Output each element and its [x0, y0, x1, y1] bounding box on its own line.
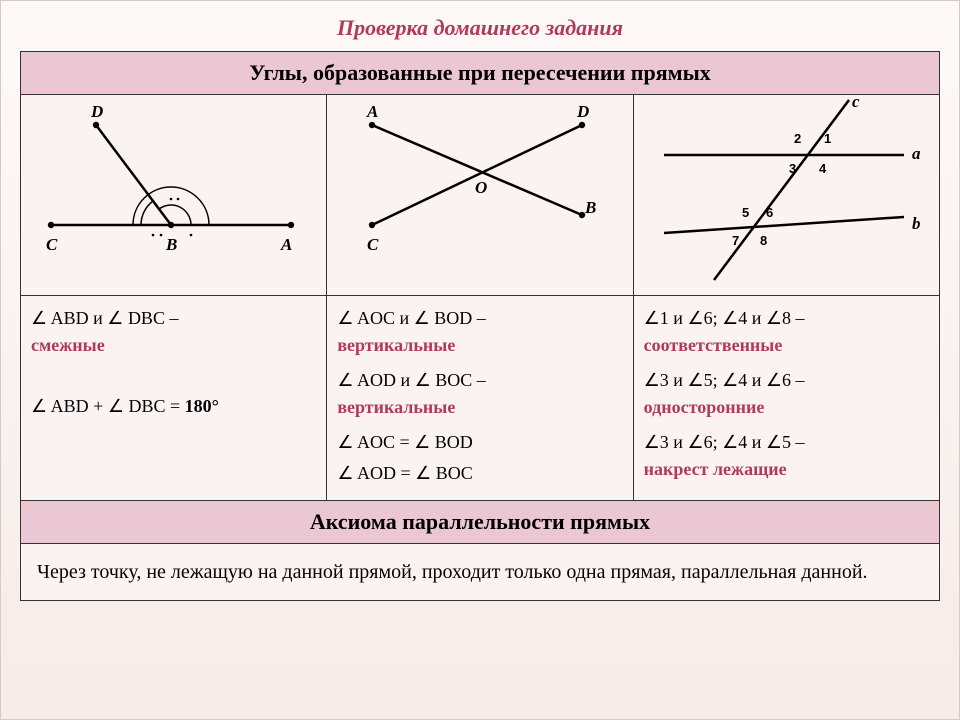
angle-icon [415, 370, 431, 390]
svg-text:D: D [576, 102, 589, 121]
angles-section-header: Углы, образованные при пересечении прямы… [21, 52, 940, 95]
angle-icon [722, 370, 738, 390]
svg-text:C: C [46, 235, 58, 254]
angle-icon [415, 463, 431, 483]
svg-text:D: D [90, 102, 103, 121]
svg-text:4: 4 [819, 161, 827, 176]
angle-icon [107, 308, 123, 328]
svg-text:B: B [584, 198, 596, 217]
angle-icon [337, 463, 353, 483]
diagram-cell-transversal: a b c 1 2 3 4 5 6 7 8 [633, 95, 939, 296]
diagram-cell-vertical: A D C B O [327, 95, 633, 296]
svg-text:5: 5 [742, 205, 749, 220]
svg-text:O: O [475, 178, 487, 197]
term-vertical-1: вертикальные [337, 335, 455, 355]
angle-icon [644, 308, 660, 328]
svg-text:1: 1 [824, 131, 831, 146]
svg-text:a: a [912, 144, 921, 163]
angle-icon [644, 432, 660, 452]
angle-icon [31, 396, 47, 416]
diagram-cell-adjacent: D C B A [21, 95, 327, 296]
angle-icon [337, 370, 353, 390]
angle-icon [766, 432, 782, 452]
angle-icon [31, 308, 47, 328]
svg-text:b: b [912, 214, 921, 233]
svg-text:A: A [280, 235, 292, 254]
term-corresponding: соответственные [644, 335, 783, 355]
term-adjacent: смежные [31, 335, 105, 355]
svg-text:2: 2 [794, 131, 801, 146]
svg-text:7: 7 [732, 233, 739, 248]
col3-text: 1 и 6; 4 и 8 – соответственные 3 и 5; 4 … [633, 296, 939, 501]
angle-icon [644, 370, 660, 390]
svg-text:A: A [366, 102, 378, 121]
axiom-section-header: Аксиома параллельности прямых [21, 501, 940, 544]
angle-icon [687, 370, 703, 390]
angle-icon [722, 432, 738, 452]
angle-icon [766, 308, 782, 328]
svg-text:c: c [852, 95, 860, 111]
angle-icon [687, 432, 703, 452]
axiom-text: Через точку, не лежащую на данной прямой… [21, 544, 940, 601]
angle-icon [414, 432, 430, 452]
col1-text: ABD и DBC – смежные ABD + DBC = 180 [21, 296, 327, 501]
diagram-adjacent-angles: D C B A [21, 95, 321, 265]
term-alternate: накрест лежащие [644, 459, 787, 479]
svg-text:8: 8 [760, 233, 767, 248]
angle-icon [687, 308, 703, 328]
page-title: Проверка домашнего задания [1, 1, 959, 51]
svg-text:B: B [165, 235, 177, 254]
angle-icon [337, 432, 353, 452]
term-cointerior: односторонние [644, 397, 765, 417]
diagram-transversal-angles: a b c 1 2 3 4 5 6 7 8 [634, 95, 934, 295]
angle-icon [337, 308, 353, 328]
svg-text:3: 3 [789, 161, 796, 176]
term-vertical-2: вертикальные [337, 397, 455, 417]
angle-icon [766, 370, 782, 390]
svg-text:C: C [367, 235, 379, 254]
angle-icon [722, 308, 738, 328]
col2-text: AOC и BOD – вертикальные AOD и BOC – вер… [327, 296, 633, 501]
angle-icon [108, 396, 124, 416]
diagram-vertical-angles: A D C B O [327, 95, 627, 265]
main-table: Углы, образованные при пересечении прямы… [20, 51, 940, 601]
angle-icon [414, 308, 430, 328]
svg-text:6: 6 [766, 205, 773, 220]
